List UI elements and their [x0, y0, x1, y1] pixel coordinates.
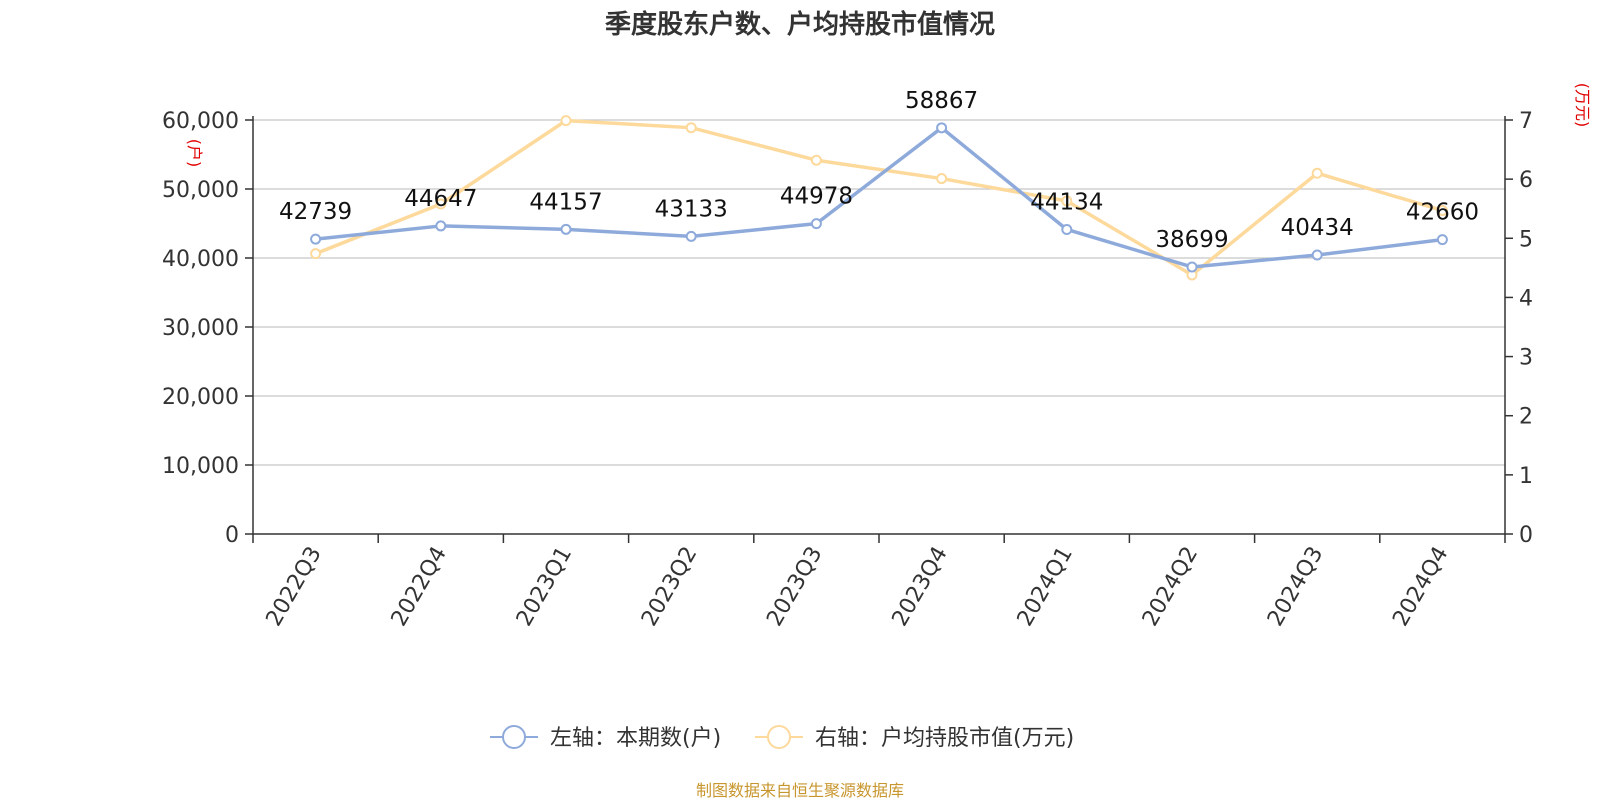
right-axis-ticks: 0 1 2 3 4 5 6 7: [1505, 109, 1533, 548]
point-left-series[interactable]: [1436, 234, 1448, 246]
data-label: 44647: [404, 186, 477, 212]
legend-marker-left-series: [502, 725, 526, 749]
point-right-series[interactable]: [310, 248, 322, 260]
legend-item-right-series[interactable]: 右轴：户均持股市值(万元): [755, 725, 1074, 751]
x-tick-label: 2024Q4: [1388, 543, 1453, 631]
right-tick-label: 4: [1519, 286, 1533, 311]
data-label: 44157: [529, 189, 602, 215]
point-right-series[interactable]: [1061, 195, 1073, 207]
point-left-series[interactable]: [685, 230, 697, 242]
point-right-series[interactable]: [1436, 204, 1448, 216]
point-right-series[interactable]: [435, 198, 447, 210]
point-left-series[interactable]: [310, 233, 322, 245]
point-left-series[interactable]: [435, 220, 447, 232]
x-axis-ticks: 2022Q3 2022Q4 2023Q1 2023Q2 2023Q3 2023Q4 2024…: [252, 534, 1506, 631]
x-tick-label: 2023Q4: [887, 543, 952, 631]
left-tick-label: 0: [225, 523, 239, 548]
data-label: 58867: [905, 88, 978, 114]
x-tick-label: 2023Q2: [637, 543, 702, 631]
x-tick-label: 2023Q3: [762, 543, 827, 631]
legend-marker-right-series: [767, 725, 791, 749]
data-label: 42739: [279, 199, 352, 225]
point-left-series[interactable]: [810, 218, 822, 230]
point-right-series[interactable]: [936, 173, 948, 185]
point-right-series[interactable]: [810, 154, 822, 166]
left-tick-label: 60,000: [162, 109, 239, 134]
left-axis-ticks: 0 10,000 20,000 30,000 40,000 50,000 60,000: [162, 109, 253, 548]
right-axis-unit: (万元): [1573, 83, 1592, 128]
point-right-series[interactable]: [1311, 167, 1323, 179]
right-tick-label: 0: [1519, 523, 1533, 548]
series-layer: [310, 115, 1448, 281]
x-tick-label: 2024Q1: [1013, 543, 1078, 631]
right-tick-label: 1: [1519, 464, 1533, 489]
data-label: 44978: [780, 184, 853, 210]
point-left-series[interactable]: [1311, 249, 1323, 261]
left-tick-label: 50,000: [162, 178, 239, 203]
data-label: 43133: [655, 196, 728, 222]
point-left-series[interactable]: [560, 223, 572, 235]
x-tick-label: 2024Q2: [1138, 543, 1203, 631]
right-tick-label: 3: [1519, 346, 1533, 371]
chart-title: 季度股东户数、户均持股市值情况: [605, 9, 995, 40]
point-right-series[interactable]: [560, 115, 572, 127]
legend: 左轴：本期数(户) 右轴：户均持股市值(万元): [490, 725, 1074, 751]
data-label: 40434: [1281, 215, 1354, 241]
left-axis-unit: (户): [185, 139, 204, 168]
legend-item-left-series[interactable]: 左轴：本期数(户): [490, 725, 721, 751]
data-label: 42660: [1406, 200, 1479, 226]
x-tick-label: 2022Q3: [261, 543, 326, 631]
data-label: 44134: [1030, 189, 1103, 215]
series-line-left: [315, 126, 1443, 269]
left-tick-label: 30,000: [162, 316, 239, 341]
right-tick-label: 6: [1519, 168, 1533, 193]
right-tick-label: 2: [1519, 405, 1533, 430]
series-line-right: [314, 118, 1443, 277]
data-label: 38699: [1155, 227, 1228, 253]
point-right-series[interactable]: [685, 122, 697, 134]
x-tick-label: 2023Q1: [512, 543, 577, 631]
left-tick-label: 20,000: [162, 385, 239, 410]
point-left-series[interactable]: [936, 122, 948, 134]
legend-label-right-series: 右轴：户均持股市值(万元): [815, 726, 1074, 751]
source-note: 制图数据来自恒生聚源数据库: [696, 781, 904, 800]
point-left-series[interactable]: [1061, 223, 1073, 235]
left-tick-label: 10,000: [162, 454, 239, 479]
right-tick-label: 7: [1519, 109, 1533, 134]
x-tick-label: 2022Q4: [387, 543, 452, 631]
data-labels: 42739 44647 44157 43133 44978 58867 44134 38699…: [279, 88, 1479, 253]
right-tick-label: 5: [1519, 227, 1533, 252]
left-tick-label: 40,000: [162, 247, 239, 272]
legend-label-left-series: 左轴：本期数(户): [550, 726, 721, 751]
point-left-series[interactable]: [1186, 261, 1198, 273]
x-tick-label: 2024Q3: [1263, 543, 1328, 631]
